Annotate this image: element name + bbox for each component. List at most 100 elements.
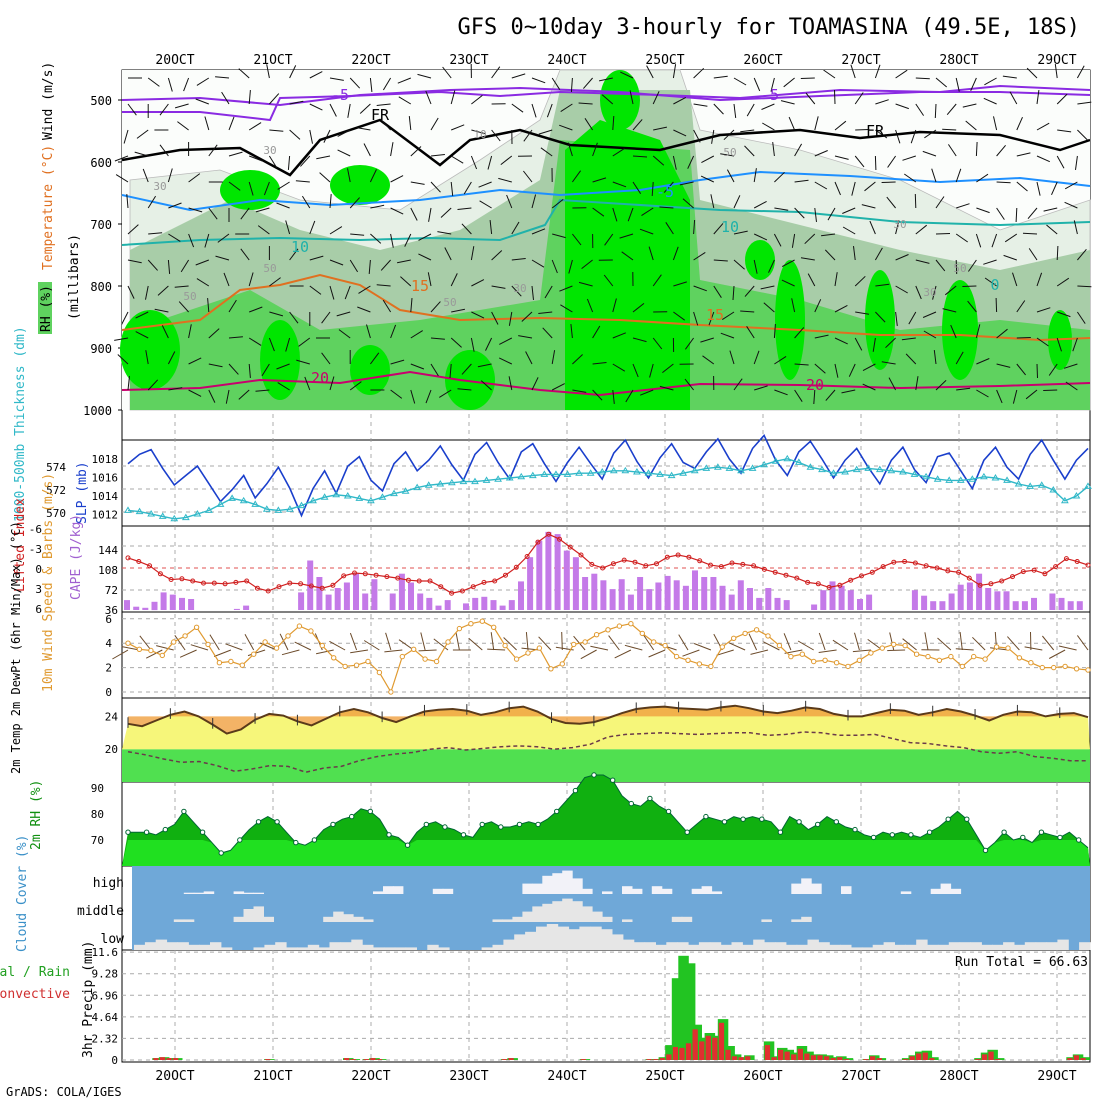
wind-barb-10m bbox=[797, 640, 814, 651]
precip-tick-label: 11.6 bbox=[92, 946, 119, 959]
wind-barb bbox=[217, 233, 230, 243]
wind-barb bbox=[296, 359, 310, 365]
wind-barb bbox=[1056, 155, 1065, 169]
cloud-low-bar bbox=[144, 942, 157, 950]
wind-barb bbox=[996, 328, 1008, 339]
wind-barb bbox=[708, 311, 715, 326]
wind-barb bbox=[862, 383, 876, 391]
wind-barb bbox=[321, 352, 331, 365]
cape-bar bbox=[747, 588, 753, 610]
lifted-index-marker bbox=[589, 561, 595, 567]
wind-barb bbox=[255, 389, 270, 392]
cloud-middle-bar bbox=[502, 919, 513, 922]
wind-barb bbox=[632, 337, 647, 343]
cloud-high-bar bbox=[701, 886, 713, 894]
cape-bar bbox=[362, 593, 369, 610]
wind-barb bbox=[115, 174, 129, 183]
wind-barb bbox=[248, 363, 251, 378]
wind-barb bbox=[869, 220, 876, 235]
wind-barb bbox=[881, 181, 896, 183]
thickness-marker bbox=[274, 506, 283, 513]
precip-convective-bar bbox=[771, 1057, 777, 1060]
wind-barb bbox=[908, 311, 917, 325]
rh2m-marker bbox=[908, 832, 914, 838]
precip-convective-bar bbox=[166, 1058, 172, 1060]
wind-barb bbox=[349, 197, 360, 209]
cloud-low-bar bbox=[731, 942, 743, 950]
cape-bar bbox=[499, 605, 506, 610]
wind-speed-marker bbox=[182, 633, 188, 639]
lifted-index-marker bbox=[524, 554, 530, 559]
wind-barb bbox=[255, 207, 270, 213]
wind-barb bbox=[800, 257, 815, 261]
cape-bar bbox=[169, 594, 176, 610]
thickness-marker bbox=[436, 480, 445, 487]
wind-barb bbox=[895, 311, 898, 326]
wind-barb-10m bbox=[887, 649, 906, 652]
wind-barb bbox=[167, 168, 173, 183]
wind-speed-marker bbox=[948, 653, 954, 660]
cloud-middle-bar bbox=[582, 906, 593, 922]
precip-convective-bar bbox=[994, 1059, 1001, 1060]
cloud-low-bar bbox=[253, 947, 265, 950]
wind-barb bbox=[842, 207, 856, 214]
wind-barb bbox=[451, 124, 465, 131]
cloud-low-bar bbox=[275, 942, 287, 950]
rh2m-marker bbox=[349, 813, 355, 820]
wind-barb-10m bbox=[247, 649, 266, 657]
wind-barb bbox=[1046, 224, 1058, 235]
wind-barb bbox=[578, 281, 593, 287]
wind-barb bbox=[976, 358, 990, 365]
cape-tick-label: 72 bbox=[105, 584, 118, 597]
wind-barb bbox=[772, 142, 775, 157]
cloud-low-bar bbox=[981, 944, 993, 950]
wind-barb bbox=[762, 122, 775, 131]
cloud-low-bar bbox=[481, 947, 493, 950]
cape-bar bbox=[160, 592, 167, 610]
wind-barb bbox=[627, 207, 634, 222]
cape-bar bbox=[618, 579, 625, 610]
precip-total-bar bbox=[665, 1045, 676, 1060]
thickness-marker bbox=[991, 474, 1000, 481]
wind-speed-marker bbox=[559, 661, 565, 667]
wind-barb bbox=[629, 90, 634, 105]
wind-barb bbox=[298, 337, 311, 347]
wind-speed-marker bbox=[925, 653, 931, 660]
wind-barb bbox=[428, 207, 432, 222]
cape-bar bbox=[1058, 597, 1065, 610]
rh2m-tick-label: 80 bbox=[91, 808, 104, 821]
rh2m-marker bbox=[199, 829, 206, 835]
wind-barb bbox=[511, 258, 526, 261]
thickness-marker bbox=[864, 464, 873, 471]
wind-barb bbox=[551, 199, 564, 209]
cloud-high-bar bbox=[811, 883, 822, 894]
lifted-index-marker bbox=[729, 560, 735, 566]
wind-barb bbox=[993, 116, 998, 131]
cloud-middle-bar bbox=[791, 919, 802, 922]
wind-barb bbox=[922, 311, 937, 318]
wind-barb bbox=[967, 300, 977, 313]
wind-barb bbox=[763, 302, 775, 313]
isotherm-10 bbox=[121, 198, 1091, 246]
cloud-low-bar bbox=[861, 947, 874, 950]
wind-barb bbox=[827, 207, 836, 221]
cape-bar bbox=[838, 585, 845, 610]
wind-barb bbox=[935, 77, 948, 88]
wind-barb bbox=[702, 355, 715, 365]
wind-barb bbox=[430, 363, 439, 377]
wind-speed-marker bbox=[502, 642, 508, 649]
cape-bar bbox=[435, 605, 442, 610]
wind-barb bbox=[950, 324, 957, 339]
wind-speed-marker bbox=[1016, 655, 1023, 661]
precip-convective-bar bbox=[672, 1047, 679, 1060]
cloud-middle-bar bbox=[333, 911, 344, 922]
thickness-marker bbox=[552, 470, 560, 477]
wind-barb bbox=[1075, 155, 1078, 170]
wind-barb bbox=[888, 377, 897, 391]
cloud-middle-bar bbox=[353, 916, 364, 922]
precip-convective-bar bbox=[501, 1059, 508, 1060]
wind-barb bbox=[886, 196, 896, 209]
wind-barb-10m bbox=[190, 644, 209, 651]
wind-barb-10m bbox=[852, 649, 871, 653]
wind-barb bbox=[1043, 207, 1058, 212]
